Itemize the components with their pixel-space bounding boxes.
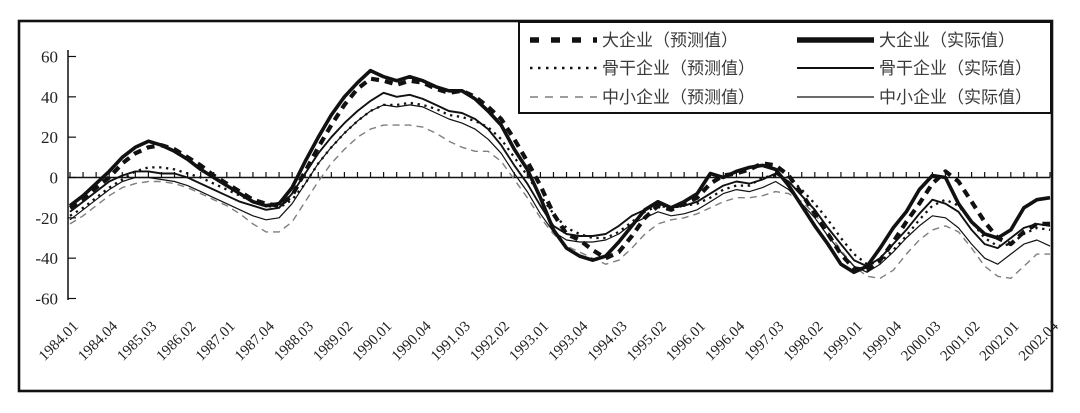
x-tick-label-2000.03: 2000.03 (898, 319, 944, 365)
x-tick-label-1993.04: 1993.04 (546, 318, 592, 364)
legend-label-backbone-forecast: 骨干企业（预测值） (602, 59, 755, 78)
x-tick-label-1996.04: 1996.04 (702, 318, 748, 364)
legend-box (518, 21, 1052, 114)
x-tick-label-1994.03: 1994.03 (585, 319, 631, 365)
x-tick-label-1985.03: 1985.03 (114, 319, 160, 365)
x-tick-label-1997.03: 1997.03 (742, 319, 788, 365)
y-axis-labels: 60 40 20 0 -20 -40 -60 (35, 48, 58, 309)
x-tick-label-1989.02: 1989.02 (310, 319, 356, 365)
series-lines (68, 68, 1051, 279)
x-tick-label-1993.01: 1993.01 (506, 319, 552, 365)
x-tick-label-1987.04: 1987.04 (232, 318, 278, 364)
series-line-sme-forecast (69, 124, 1050, 279)
x-axis-labels: 1984.011984.041985.031986.021987.011987.… (36, 318, 1062, 364)
x-tick-label-2002.01: 2002.01 (977, 319, 1023, 365)
x-axis-ticks (69, 172, 1051, 178)
x-tick-label-1984.01: 1984.01 (36, 319, 82, 365)
y-tick-label-0: 0 (50, 169, 59, 188)
x-tick-label-1991.03: 1991.03 (428, 319, 474, 365)
legend-label-big-forecast: 大企业（预测值） (602, 31, 738, 50)
y-tick-label--40: -40 (35, 249, 58, 268)
x-tick-label-1999.04: 1999.04 (859, 318, 905, 364)
x-tick-label-2001.02: 2001.02 (938, 319, 984, 365)
x-tick-label-1984.04: 1984.04 (75, 318, 121, 364)
legend-label-sme-forecast: 中小企业（预测值） (602, 88, 755, 107)
x-tick-label-1999.01: 1999.01 (820, 319, 866, 365)
legend-label-big-actual: 大企业（实际值） (879, 31, 1015, 50)
x-tick-label-1992.02: 1992.02 (467, 319, 513, 365)
y-tick-label-40: 40 (41, 88, 58, 107)
y-axis-ticks (68, 55, 76, 300)
y-tick-label-60: 60 (41, 48, 58, 67)
series-line-big-actual (68, 68, 1051, 275)
x-tick-label-1986.02: 1986.02 (154, 319, 200, 365)
x-tick-label-1990.04: 1990.04 (389, 318, 435, 364)
legend-line-samples (530, 37, 874, 98)
y-tick-label--60: -60 (35, 290, 58, 309)
x-tick-label-1987.01: 1987.01 (193, 319, 239, 365)
series-line-sme-actual (69, 104, 1051, 273)
y-tick-label-20: 20 (41, 128, 58, 147)
legend: 大企业（预测值） 大企业（实际值） 骨干企业（预测值） 骨干企业（实际值） 中小… (518, 21, 1052, 114)
legend-label-sme-actual: 中小企业（实际值） (879, 88, 1032, 107)
x-tick-label-2002.04: 2002.04 (1016, 318, 1062, 364)
x-tick-label-1998.02: 1998.02 (781, 319, 827, 365)
y-tick-label--20: -20 (35, 209, 58, 228)
legend-label-backbone-actual: 骨干企业（实际值） (879, 59, 1032, 78)
x-tick-label-1996.01: 1996.01 (663, 319, 709, 365)
series-line-backbone-forecast (69, 101, 1051, 266)
x-tick-label-1988.03: 1988.03 (271, 319, 317, 365)
x-tick-label-1995.02: 1995.02 (624, 319, 670, 365)
x-tick-label-1990.01: 1990.01 (350, 319, 396, 365)
